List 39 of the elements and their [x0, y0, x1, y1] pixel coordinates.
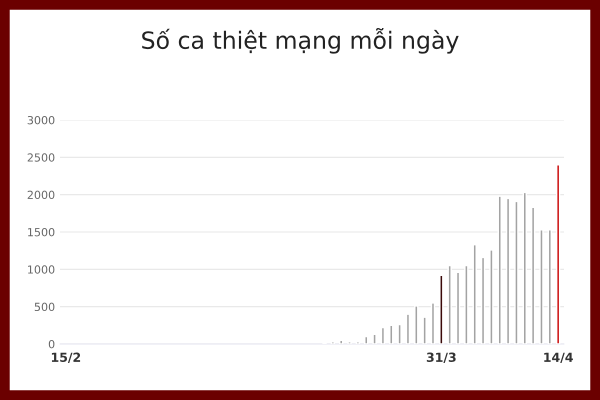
y-tick-label: 0 — [48, 340, 54, 348]
bar — [397, 324, 402, 344]
bar — [372, 334, 377, 344]
bar — [414, 305, 418, 344]
y-tick-label: 2500 — [28, 153, 54, 162]
bar — [448, 264, 452, 344]
bar — [539, 229, 544, 344]
bar — [456, 272, 460, 344]
bar — [364, 336, 368, 344]
bar — [439, 274, 444, 344]
bar — [356, 341, 360, 344]
bar — [464, 264, 469, 344]
bar — [389, 324, 394, 344]
y-tick-label: 2000 — [28, 190, 54, 200]
x-tick-label: 31/3 — [426, 352, 456, 363]
bar — [430, 302, 436, 344]
bar — [380, 326, 386, 344]
bar — [422, 316, 427, 344]
x-tick-label: 14/4 — [544, 352, 573, 363]
bar — [514, 200, 519, 344]
bar — [522, 192, 527, 344]
y-tick-label: 500 — [34, 302, 54, 312]
bar — [556, 164, 560, 344]
bar — [506, 198, 510, 344]
y-tick-label: 3000 — [28, 116, 54, 124]
y-tick-label: 1000 — [28, 265, 54, 274]
x-tick-label: 15/2 — [52, 352, 80, 363]
bar — [339, 340, 344, 344]
bar — [480, 256, 486, 344]
y-tick-label: 1500 — [28, 228, 54, 236]
bar — [548, 229, 552, 344]
bar — [530, 206, 536, 344]
bar — [498, 195, 502, 344]
bar — [489, 249, 494, 344]
bar — [330, 341, 336, 344]
bar — [347, 341, 352, 344]
bar — [406, 313, 410, 344]
chart-title: Số ca thiệt mạng mỗi ngày — [142, 28, 459, 54]
bar — [472, 244, 477, 344]
